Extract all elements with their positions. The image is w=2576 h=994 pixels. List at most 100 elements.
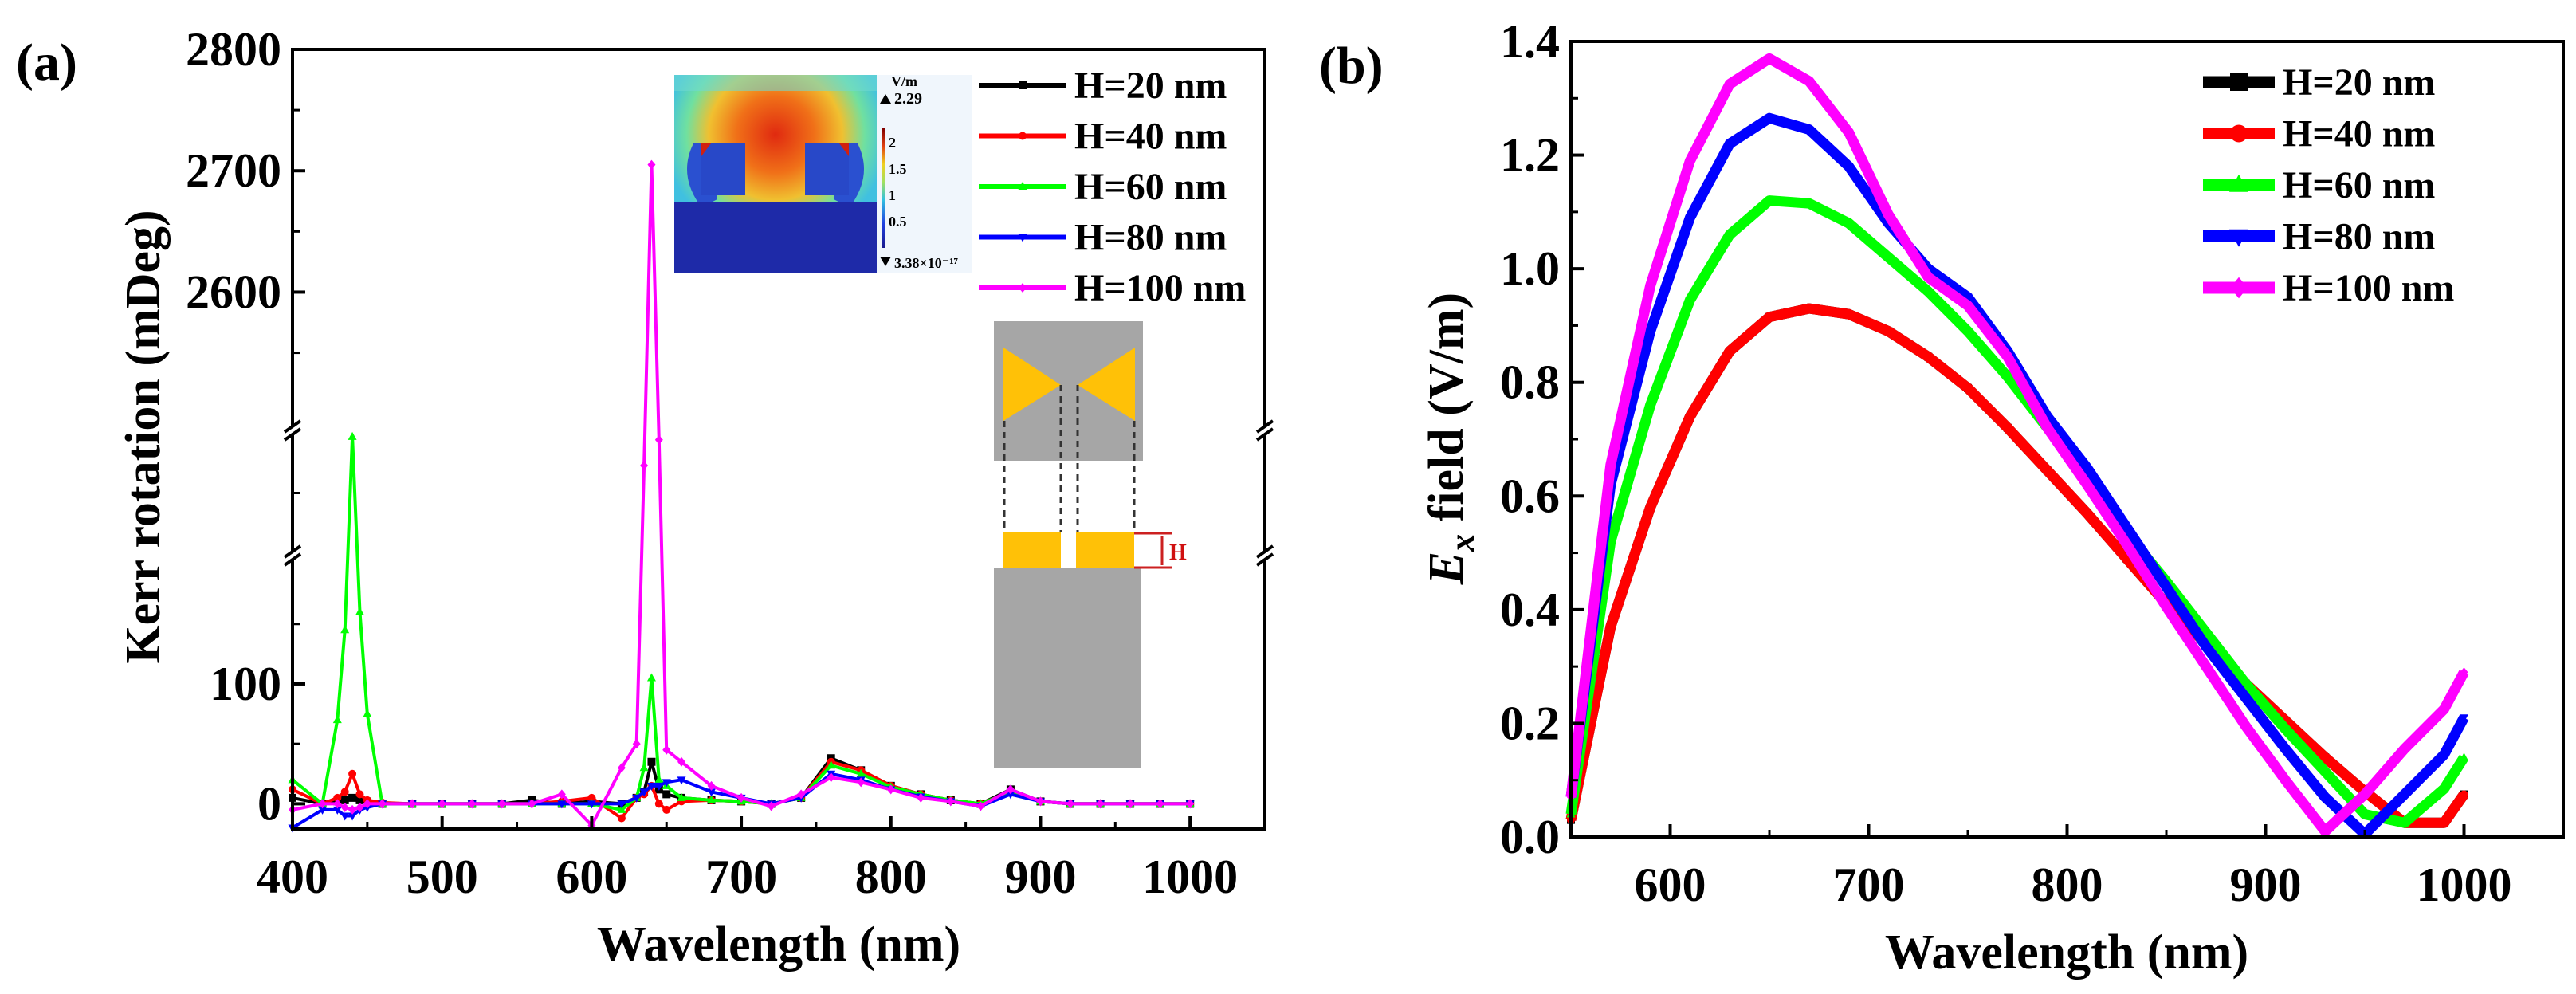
y-label-sub: x [1443, 534, 1482, 552]
data-point [1606, 623, 1615, 631]
y-tick-label: 2700 [186, 144, 281, 197]
data-point [497, 799, 506, 809]
x-tick-label: 800 [855, 851, 927, 903]
data-point [1804, 76, 1813, 86]
data-point [348, 769, 357, 778]
data-point [2043, 422, 2052, 433]
legend-label: H=100 nm [2283, 267, 2454, 309]
x-tick-label: 900 [2230, 858, 2302, 911]
data-point [677, 776, 686, 785]
legend-label: H=60 nm [2283, 164, 2435, 206]
data-point [677, 792, 686, 801]
colorbar-min: 3.38×10⁻¹⁷ [894, 255, 959, 271]
data-point [632, 739, 641, 749]
legend-label: H=20 nm [2283, 61, 2435, 104]
data-point [2241, 721, 2250, 731]
data-point [737, 792, 746, 803]
data-point [2201, 627, 2211, 636]
x-tick-label: 900 [1004, 851, 1076, 903]
min-triangle-icon [880, 257, 891, 266]
data-point [2360, 809, 2370, 818]
data-point [2122, 539, 2131, 549]
data-point [677, 756, 685, 767]
data-point [647, 757, 656, 766]
series-h-100-nm [1565, 53, 2469, 837]
data-point [1725, 230, 1734, 238]
data-point [1765, 312, 1773, 321]
data-point [332, 806, 342, 815]
data-point [654, 800, 663, 808]
legend: H=20 nm H=40 nm H=60 nm H=80 nm H=100 nm [979, 65, 1246, 309]
data-point [1804, 126, 1814, 135]
axis-break-mark [1255, 427, 1274, 442]
data-point [654, 782, 664, 791]
data-point [2321, 826, 2330, 836]
data-point [1126, 799, 1135, 809]
data-point [355, 796, 364, 804]
data-point [662, 779, 671, 788]
x-tick-label: 700 [1833, 858, 1905, 911]
data-point [340, 802, 349, 812]
y-tick-label: 0.2 [1500, 697, 1560, 749]
y-tick-label: 0.4 [1500, 583, 1560, 636]
data-point [662, 790, 671, 799]
colorbar-max: 2.29 [894, 90, 922, 108]
data-point [707, 780, 716, 791]
data-point [617, 800, 626, 809]
legend-marker [2230, 277, 2248, 299]
axis-break-mark [1255, 552, 1274, 567]
data-point [1924, 272, 1933, 282]
data-point [355, 790, 364, 799]
data-point [2280, 724, 2290, 733]
y-tick-label: 0.0 [1500, 811, 1560, 863]
legend-marker [2230, 124, 2248, 143]
panel-a-kerr-rotation: (a) 400 500 600 700 800 900 1000 0 100 2600 2700 28… [16, 23, 1274, 972]
y-tick-label: 1.4 [1500, 15, 1560, 68]
data-point [917, 792, 925, 803]
data-point [2162, 583, 2171, 592]
y-tick-label: 2800 [186, 23, 281, 76]
y-label-main: E [1420, 552, 1474, 585]
data-point [408, 799, 417, 809]
y-tick-label: 0 [257, 777, 281, 830]
data-point [767, 801, 776, 811]
data-point [886, 784, 895, 795]
data-point [857, 777, 866, 788]
colorbar-unit: V/m [891, 73, 917, 89]
legend: H=20 nm H=40 nm H=60 nm H=80 nm H=100 nm [2203, 61, 2454, 309]
data-point [1646, 328, 1655, 336]
data-point [617, 763, 626, 773]
data-point [1066, 799, 1074, 809]
legend-marker [1019, 132, 1027, 140]
data-point [1186, 799, 1195, 809]
legend-label: H=40 nm [1074, 116, 1227, 158]
data-point [1726, 347, 1734, 356]
data-point [2122, 524, 2131, 532]
data-point [2162, 602, 2170, 612]
data-point [1006, 791, 1015, 800]
plot-frame [291, 48, 1266, 831]
data-point [2241, 694, 2251, 703]
inset-schematic [994, 321, 1172, 768]
data-point [2400, 818, 2409, 827]
series-h-100-nm [289, 159, 1195, 831]
data-point [1765, 53, 1773, 64]
legend-marker [1018, 234, 1027, 242]
x-tick-label: 600 [1635, 858, 1706, 911]
max-triangle-icon [880, 94, 891, 104]
series-line [1565, 303, 2468, 828]
data-point [348, 793, 357, 802]
axis-break-mark [1255, 544, 1274, 559]
data-point [2440, 819, 2448, 827]
data-point [707, 795, 717, 803]
data-point [1924, 352, 1933, 361]
data-point [1923, 286, 1933, 295]
data-point [2201, 643, 2211, 652]
colorbar-tick: 0.5 [889, 214, 907, 230]
data-point [1844, 163, 1854, 171]
data-point [647, 159, 656, 170]
axis-break-mark [283, 419, 302, 434]
data-point [2281, 775, 2290, 785]
legend-marker [1018, 182, 1027, 190]
data-point [2320, 794, 2330, 803]
